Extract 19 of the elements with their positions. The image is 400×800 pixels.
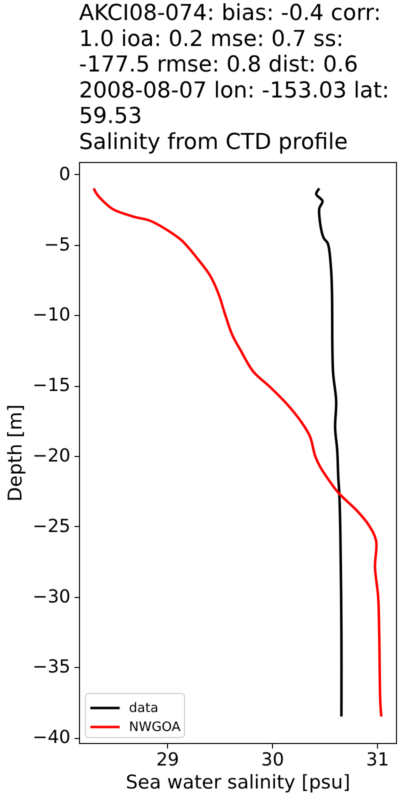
y-tick-label: −10 bbox=[32, 304, 70, 326]
y-tick-label: 0 bbox=[59, 164, 70, 185]
y-tick-label: −25 bbox=[32, 516, 70, 537]
x-axis-title: Sea water salinity [psu] bbox=[126, 772, 350, 794]
line-series bbox=[92, 187, 383, 718]
legend-label: NWGOA bbox=[129, 720, 181, 735]
x-tick-label: 30 bbox=[261, 750, 284, 770]
y-tick-label: −20 bbox=[32, 446, 70, 467]
y-axis-title: Depth [m] bbox=[4, 404, 27, 502]
y-tick-label: −15 bbox=[32, 375, 70, 396]
chart-title: AKCI08-074: bias: -0.4 corr: 1.0 ioa: 0.2 mse: 0.7 ss: -177.5 rmse: 0.8 dist: 0.6 2008-08-07 lon: -153.03 lat: 59.53 Salinity from CTD profile bbox=[79, 1, 390, 155]
y-tick-label: −30 bbox=[32, 586, 70, 608]
y-tick-label: −40 bbox=[32, 727, 70, 748]
x-tick-label: 31 bbox=[366, 750, 390, 770]
x-tick-label: 29 bbox=[156, 750, 180, 770]
y-tick-label: −35 bbox=[32, 656, 70, 678]
y-tick-label: −5 bbox=[44, 234, 70, 256]
legend-label: data bbox=[129, 701, 158, 716]
line-series bbox=[314, 187, 343, 718]
